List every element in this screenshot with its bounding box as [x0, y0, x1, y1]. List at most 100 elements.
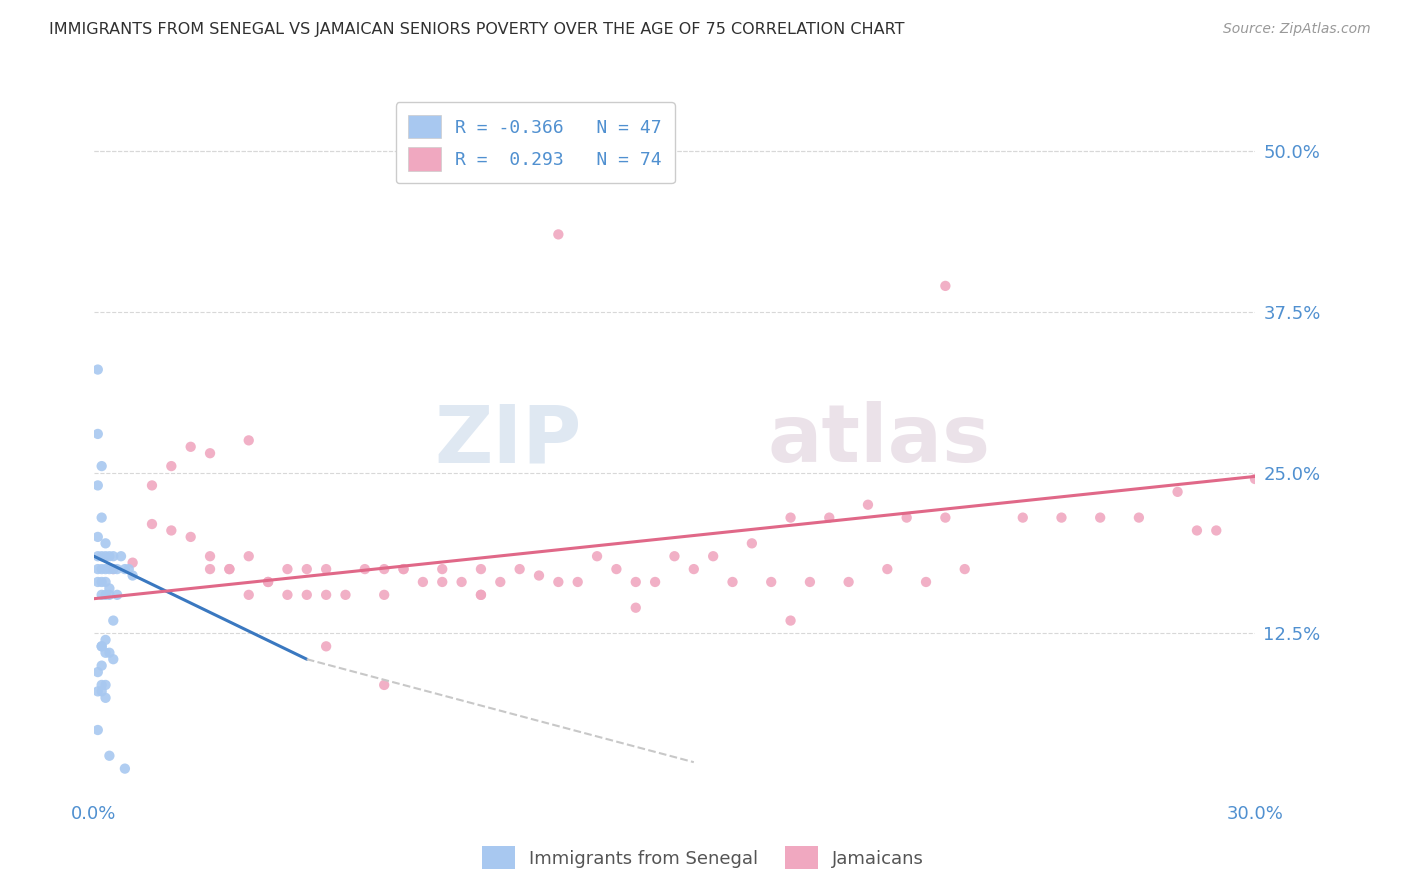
Point	[90, 510, 112, 524]
Point	[489, 574, 512, 589]
Point	[586, 549, 609, 564]
Point	[934, 510, 956, 524]
Point	[1185, 524, 1208, 538]
Point	[105, 588, 128, 602]
Point	[276, 562, 298, 576]
Point	[450, 574, 472, 589]
Point	[103, 562, 125, 576]
Text: Source: ZipAtlas.com: Source: ZipAtlas.com	[1223, 22, 1371, 37]
Point	[90, 658, 112, 673]
Point	[94, 536, 117, 550]
Point	[509, 562, 531, 576]
Point	[118, 562, 141, 576]
Point	[373, 588, 395, 602]
Point	[295, 562, 318, 576]
Point	[87, 562, 110, 576]
Point	[98, 748, 121, 763]
Point	[87, 684, 110, 698]
Point	[94, 588, 117, 602]
Point	[896, 510, 918, 524]
Point	[103, 549, 125, 564]
Text: ZIP: ZIP	[434, 401, 582, 479]
Point	[335, 588, 357, 602]
Point	[315, 640, 337, 654]
Point	[87, 426, 110, 441]
Point	[915, 574, 938, 589]
Point	[98, 646, 121, 660]
Point	[198, 549, 221, 564]
Text: IMMIGRANTS FROM SENEGAL VS JAMAICAN SENIORS POVERTY OVER THE AGE OF 75 CORRELATI: IMMIGRANTS FROM SENEGAL VS JAMAICAN SENI…	[49, 22, 904, 37]
Legend: R = -0.366   N = 47, R =  0.293   N = 74: R = -0.366 N = 47, R = 0.293 N = 74	[395, 103, 675, 183]
Point	[103, 652, 125, 666]
Point	[98, 582, 121, 596]
Point	[353, 562, 375, 576]
Point	[114, 562, 136, 576]
Point	[432, 574, 454, 589]
Point	[103, 614, 125, 628]
Point	[90, 640, 112, 654]
Point	[838, 574, 860, 589]
Point	[1088, 510, 1111, 524]
Point	[180, 440, 202, 454]
Point	[527, 568, 550, 582]
Point	[1050, 510, 1073, 524]
Point	[94, 678, 117, 692]
Point	[198, 562, 221, 576]
Point	[218, 562, 240, 576]
Legend: Immigrants from Senegal, Jamaicans: Immigrants from Senegal, Jamaicans	[472, 838, 934, 879]
Point	[94, 562, 117, 576]
Point	[876, 562, 898, 576]
Point	[160, 459, 183, 474]
Point	[218, 562, 240, 576]
Point	[90, 640, 112, 654]
Point	[779, 510, 801, 524]
Point	[94, 549, 117, 564]
Point	[257, 574, 280, 589]
Point	[257, 574, 280, 589]
Point	[547, 227, 569, 242]
Point	[624, 574, 647, 589]
Point	[114, 762, 136, 776]
Point	[373, 678, 395, 692]
Point	[315, 562, 337, 576]
Point	[605, 562, 627, 576]
Point	[98, 562, 121, 576]
Point	[94, 646, 117, 660]
Point	[90, 588, 112, 602]
Point	[103, 562, 125, 576]
Point	[87, 574, 110, 589]
Point	[238, 588, 260, 602]
Point	[160, 524, 183, 538]
Point	[856, 498, 879, 512]
Point	[141, 516, 163, 531]
Point	[121, 568, 143, 582]
Point	[1167, 484, 1189, 499]
Point	[90, 459, 112, 474]
Point	[87, 362, 110, 376]
Point	[934, 279, 956, 293]
Point	[567, 574, 589, 589]
Point	[87, 478, 110, 492]
Point	[90, 549, 112, 564]
Point	[779, 614, 801, 628]
Point	[90, 684, 112, 698]
Point	[470, 588, 492, 602]
Point	[90, 678, 112, 692]
Point	[90, 562, 112, 576]
Point	[87, 723, 110, 737]
Point	[105, 562, 128, 576]
Point	[94, 574, 117, 589]
Point	[87, 665, 110, 679]
Point	[682, 562, 704, 576]
Point	[87, 530, 110, 544]
Point	[547, 574, 569, 589]
Point	[94, 632, 117, 647]
Point	[624, 600, 647, 615]
Point	[315, 588, 337, 602]
Point	[470, 588, 492, 602]
Point	[90, 574, 112, 589]
Point	[664, 549, 686, 564]
Point	[1128, 510, 1150, 524]
Point	[198, 446, 221, 460]
Point	[1011, 510, 1033, 524]
